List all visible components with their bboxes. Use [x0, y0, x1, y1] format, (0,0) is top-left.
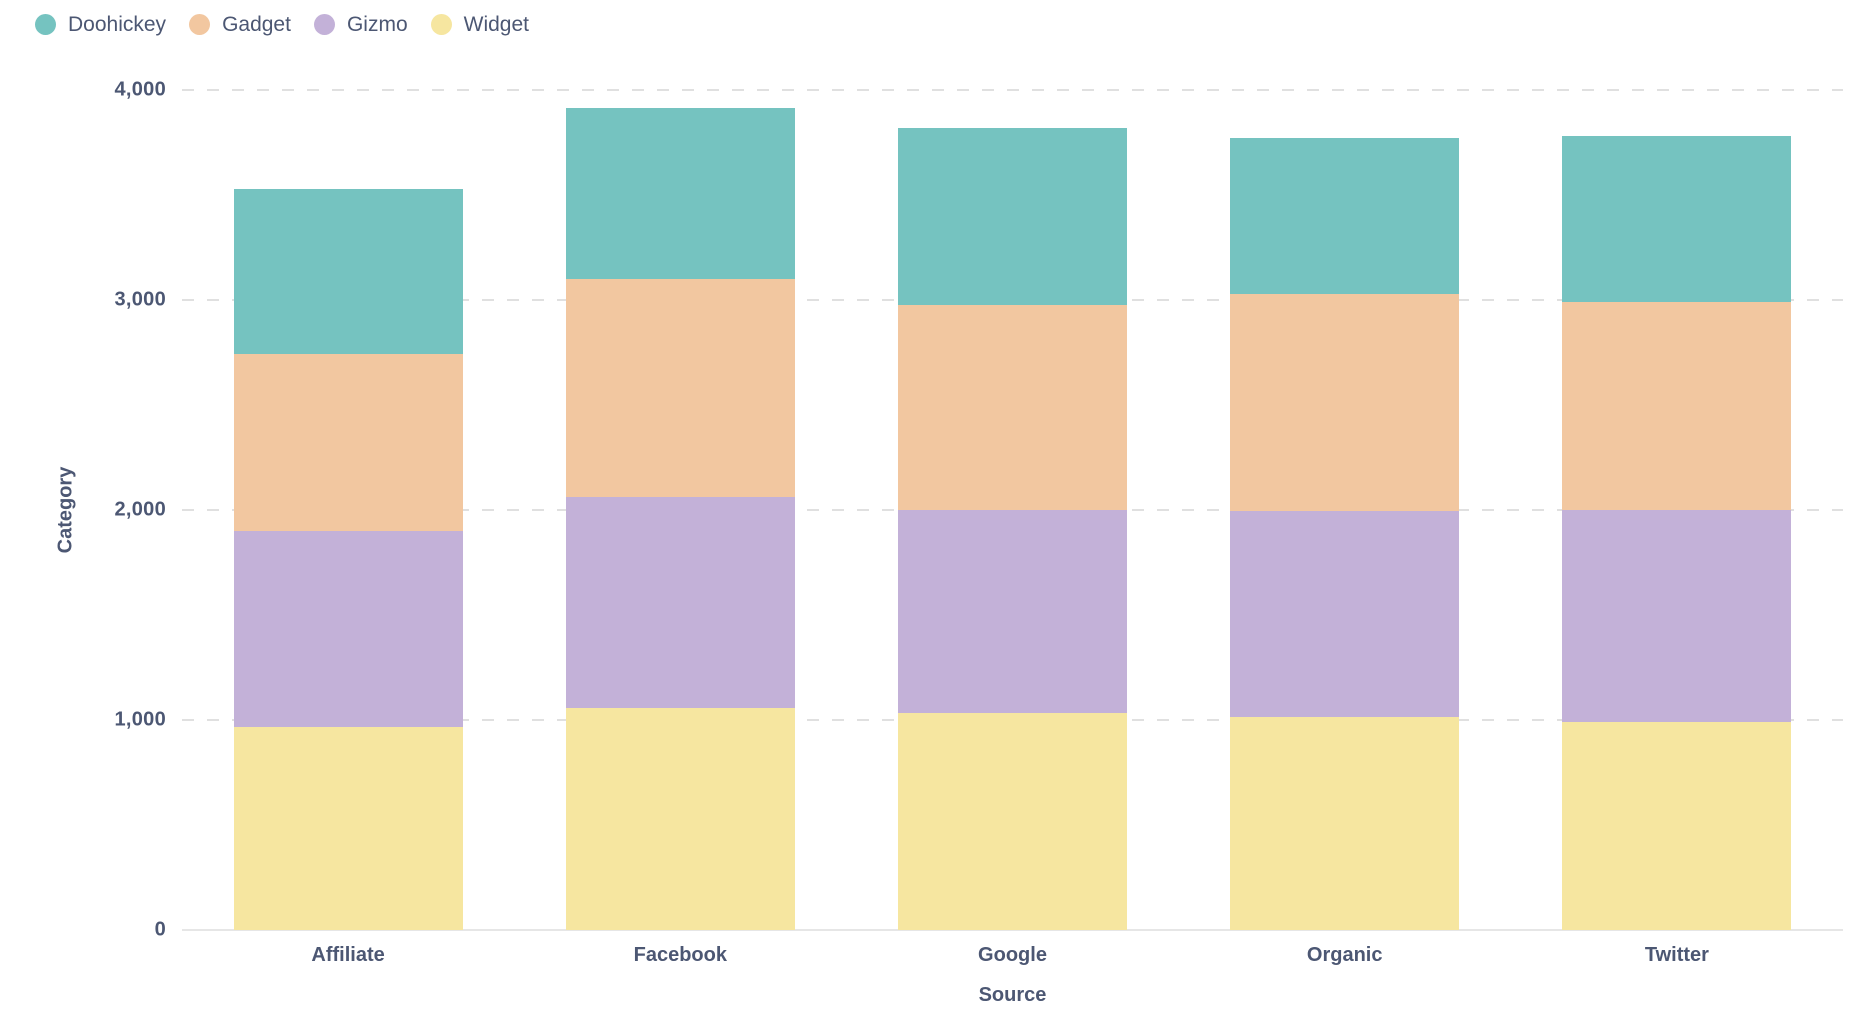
plot-area	[182, 89, 1843, 931]
y-axis-tick-labels: 0 1,000 2,000 3,000 4,000	[0, 79, 166, 941]
x-tick-label-twitter: Twitter	[1644, 944, 1709, 966]
y-tick-label: 4,000	[114, 78, 166, 101]
legend-swatch-widget	[430, 14, 452, 35]
x-tick-label-google: Google	[978, 944, 1047, 966]
bar-segment-organic-gadget[interactable]	[1230, 293, 1460, 512]
bar-stack-affiliate	[233, 90, 463, 930]
bar-segment-google-gadget[interactable]	[898, 305, 1127, 510]
legend-label: Widget	[463, 13, 529, 36]
bar-segment-organic-doohickey[interactable]	[1230, 138, 1460, 294]
y-tick-label: 1,000	[114, 708, 166, 731]
bar-segment-affiliate-widget[interactable]	[233, 727, 463, 930]
bar-segment-google-gizmo[interactable]	[898, 510, 1127, 713]
x-tick-label-facebook: Facebook	[633, 944, 727, 966]
legend-label: Gadget	[222, 13, 291, 36]
legend-swatch-doohickey	[35, 14, 56, 35]
legend-item-gizmo[interactable]: Gizmo	[313, 13, 408, 36]
x-axis-title: Source	[978, 984, 1047, 1006]
bar-segment-affiliate-gizmo[interactable]	[233, 531, 463, 728]
bar-segment-facebook-gizmo[interactable]	[565, 497, 795, 709]
bar-segment-facebook-gadget[interactable]	[565, 279, 795, 498]
bar-group-affiliate	[182, 90, 514, 930]
bar-segment-affiliate-gadget[interactable]	[233, 353, 463, 531]
legend-label: Gizmo	[346, 13, 408, 36]
legend-label: Doohickey	[68, 13, 167, 36]
bar-segment-twitter-widget[interactable]	[1562, 722, 1792, 930]
bar-stack-organic	[1230, 90, 1460, 930]
bar-group-organic	[1179, 90, 1511, 930]
bar-stack-twitter	[1562, 90, 1792, 930]
bar-segment-google-widget[interactable]	[898, 712, 1127, 930]
legend-swatch-gadget	[189, 14, 211, 35]
x-tick-label-organic: Organic	[1306, 944, 1383, 966]
bar-segment-twitter-gadget[interactable]	[1562, 302, 1792, 510]
y-tick-label: 0	[154, 918, 166, 941]
y-tick-label: 2,000	[114, 498, 166, 521]
bar-segment-twitter-doohickey[interactable]	[1562, 136, 1792, 303]
chart-legend: Doohickey Gadget Gizmo Widget	[35, 14, 529, 35]
x-tick-label-affiliate: Affiliate	[311, 944, 385, 966]
legend-item-gadget[interactable]: Gadget	[189, 14, 291, 35]
bar-segment-google-doohickey[interactable]	[898, 127, 1127, 306]
legend-item-widget[interactable]: Widget	[430, 13, 529, 36]
bar-stack-google	[898, 90, 1127, 930]
bar-segment-affiliate-doohickey[interactable]	[233, 188, 463, 354]
bar-group-twitter	[1511, 90, 1843, 930]
legend-item-doohickey[interactable]: Doohickey	[35, 14, 166, 35]
bar-segment-facebook-widget[interactable]	[565, 708, 795, 930]
bar-group-facebook	[514, 90, 846, 930]
bar-stack-facebook	[565, 90, 795, 930]
bar-group-google	[846, 90, 1178, 930]
bar-segment-organic-widget[interactable]	[1230, 716, 1460, 930]
bar-segment-twitter-gizmo[interactable]	[1562, 510, 1792, 723]
y-tick-label: 3,000	[114, 288, 166, 311]
bar-segment-facebook-doohickey[interactable]	[565, 107, 795, 279]
x-axis-tick-labels: Affiliate Facebook Google Organic Twitter	[182, 944, 1843, 970]
legend-swatch-gizmo	[313, 14, 335, 35]
bar-segment-organic-gizmo[interactable]	[1230, 511, 1460, 717]
